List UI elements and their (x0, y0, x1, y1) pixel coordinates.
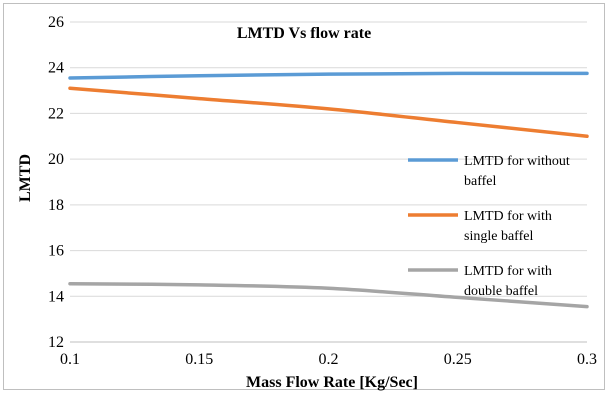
grid-lines (70, 21, 587, 343)
x-tick-label: 0.15 (185, 351, 213, 368)
y-tick-label: 14 (48, 288, 64, 305)
y-tick-label: 20 (48, 151, 64, 168)
legend-label: LMTD for with (464, 209, 552, 224)
x-tick-label: 0.2 (319, 351, 339, 368)
y-axis-title: LMTD (17, 154, 34, 202)
series-lines (68, 71, 589, 309)
series-line (68, 86, 589, 139)
legend-label: double baffel (464, 284, 538, 299)
y-tick-label: 18 (48, 197, 64, 214)
x-axis-title: Mass Flow Rate [Kg/Sec] (246, 374, 418, 391)
series-line (68, 281, 589, 309)
y-tick-label: 16 (48, 243, 64, 260)
x-tick-label: 0.3 (577, 351, 597, 368)
legend-label: LMTD for without (464, 154, 570, 169)
y-tick-label: 22 (48, 105, 64, 122)
legend-label: baffel (464, 174, 496, 189)
x-tick-label: 0.25 (444, 351, 472, 368)
x-tick-label: 0.1 (60, 351, 80, 368)
x-tick-labels: 0.1 0.15 0.2 0.25 0.3 (60, 351, 597, 368)
legend-label: single baffel (464, 229, 533, 244)
series-line (68, 71, 589, 80)
legend: LMTD for without baffel LMTD for with singl… (408, 154, 570, 299)
y-tick-label: 24 (48, 60, 64, 77)
y-tick-labels: 12 14 16 18 20 22 24 26 (48, 14, 64, 351)
y-tick-label: 26 (48, 14, 64, 31)
chart-title: LMTD Vs flow rate (237, 25, 371, 42)
legend-label: LMTD for with (464, 264, 552, 279)
y-tick-label: 12 (48, 334, 64, 351)
